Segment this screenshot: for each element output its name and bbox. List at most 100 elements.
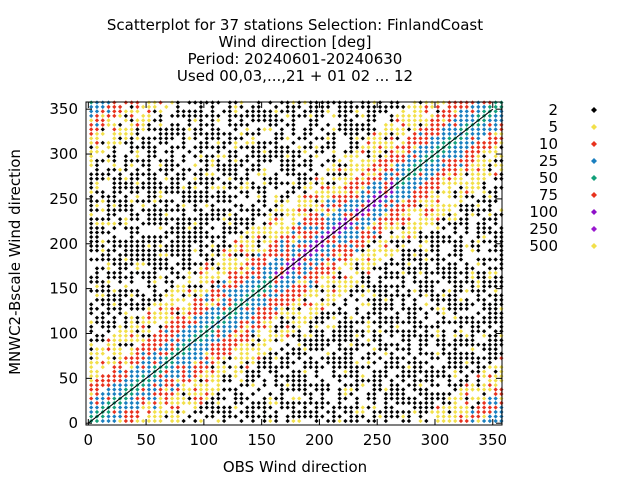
density-cell xyxy=(314,324,319,329)
density-cell xyxy=(308,118,313,123)
density-cell xyxy=(360,239,365,244)
density-cell xyxy=(372,212,377,217)
density-cell xyxy=(366,270,371,276)
density-cell xyxy=(245,356,250,361)
density-cell xyxy=(158,234,163,240)
density-cell xyxy=(152,391,157,397)
density-cell xyxy=(481,275,487,280)
density-cell xyxy=(141,293,146,298)
density-cell xyxy=(331,360,336,365)
density-cell xyxy=(314,216,319,222)
density-cell xyxy=(331,176,336,181)
density-cell xyxy=(291,181,296,186)
density-cell xyxy=(175,239,180,244)
density-cell xyxy=(106,122,111,128)
density-cell xyxy=(221,248,227,253)
density-cell xyxy=(297,333,302,338)
density-cell xyxy=(146,127,152,132)
density-cell xyxy=(447,190,452,195)
density-cell xyxy=(331,329,336,334)
density-cell xyxy=(181,172,186,177)
density-cell xyxy=(227,351,232,356)
density-cell xyxy=(89,176,94,181)
density-cell xyxy=(297,315,302,320)
density-cell xyxy=(481,382,487,388)
density-cell xyxy=(372,113,377,119)
density-cell xyxy=(476,172,481,177)
density-cell xyxy=(377,329,383,334)
density-cell xyxy=(464,364,469,370)
density-cell xyxy=(395,243,400,249)
density-cell xyxy=(302,338,308,343)
density-cell xyxy=(245,338,250,343)
density-cell xyxy=(262,261,267,267)
x-tick-label: 0 xyxy=(84,431,94,449)
density-cell xyxy=(285,414,290,419)
density-cell xyxy=(204,190,209,195)
density-cell xyxy=(135,320,140,325)
density-cell xyxy=(210,279,215,285)
density-cell xyxy=(117,373,123,379)
density-cell xyxy=(320,185,325,190)
density-cell xyxy=(412,279,417,285)
density-cell xyxy=(464,243,469,249)
density-cell xyxy=(285,207,290,213)
density-cell xyxy=(117,302,123,307)
density-cell xyxy=(129,199,134,204)
density-cell xyxy=(366,320,371,325)
density-cell xyxy=(401,113,406,119)
density-cell xyxy=(141,405,146,410)
density-cell xyxy=(141,369,146,374)
density-cell xyxy=(464,221,469,226)
density-cell xyxy=(152,297,157,302)
density-cell xyxy=(470,190,475,195)
density-cell xyxy=(389,199,394,204)
density-cell xyxy=(141,243,146,249)
density-cell xyxy=(464,113,469,119)
density-cell xyxy=(337,275,342,280)
density-cell xyxy=(360,163,365,168)
density-cell xyxy=(308,158,313,163)
density-cell xyxy=(164,190,169,195)
density-cell xyxy=(406,351,412,356)
density-cell xyxy=(487,104,492,110)
density-cell xyxy=(262,127,267,132)
density-cell xyxy=(395,248,400,253)
density-cell xyxy=(470,203,475,208)
density-cell xyxy=(117,176,123,181)
density-cell xyxy=(273,288,279,293)
density-cell xyxy=(377,158,383,163)
density-cell xyxy=(129,234,134,240)
density-cell xyxy=(349,154,354,159)
density-cell xyxy=(354,320,360,325)
density-cell xyxy=(198,409,204,415)
density-cell xyxy=(487,199,492,204)
density-cell xyxy=(297,320,302,325)
density-cell xyxy=(354,185,360,190)
density-cell xyxy=(325,356,331,361)
density-cell xyxy=(429,356,435,361)
density-cell xyxy=(487,172,492,177)
density-cell xyxy=(493,158,498,163)
density-cell xyxy=(453,181,458,186)
density-cell xyxy=(331,225,336,231)
density-cell xyxy=(418,279,423,285)
density-cell xyxy=(233,203,238,208)
density-cell xyxy=(401,212,406,217)
density-cell xyxy=(250,288,256,293)
density-cell xyxy=(308,167,313,172)
density-cell xyxy=(129,396,134,401)
density-cell xyxy=(302,342,308,347)
density-cell xyxy=(499,185,504,190)
density-cell xyxy=(406,203,412,208)
density-cell xyxy=(169,418,175,424)
density-cell xyxy=(193,234,198,240)
density-cell xyxy=(458,387,464,392)
density-cell xyxy=(470,154,475,159)
density-cell xyxy=(175,378,180,383)
density-cell xyxy=(395,329,400,334)
density-cell xyxy=(181,230,186,235)
density-cell xyxy=(349,127,354,132)
density-cell xyxy=(401,266,406,271)
density-cell xyxy=(245,311,250,316)
